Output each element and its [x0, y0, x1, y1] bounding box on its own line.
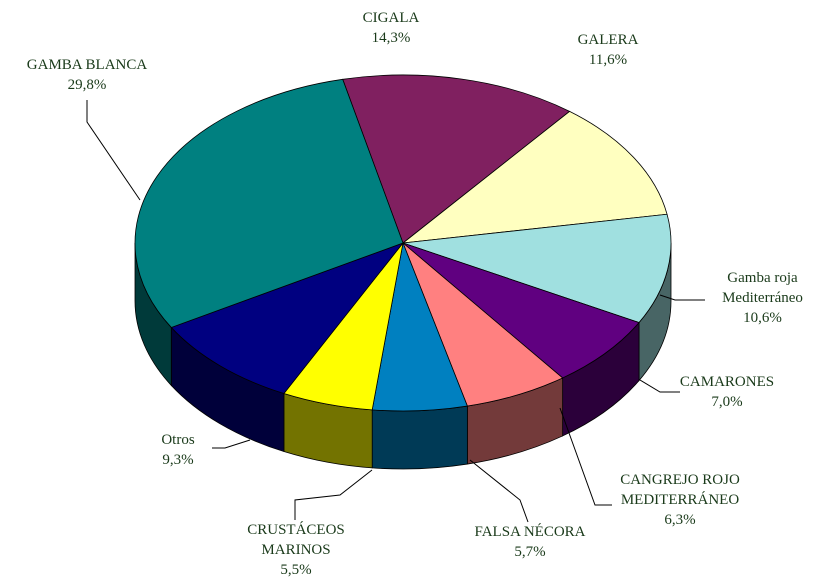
- slice-label: CRUSTÁCEOS MARINOS 5,5%: [236, 520, 356, 580]
- value-label: 5,7%: [514, 544, 546, 560]
- leader-line: [659, 294, 705, 301]
- slice: [342, 74, 571, 244]
- category-label: GALERA: [577, 32, 639, 48]
- leader-line: [212, 439, 251, 449]
- category-label: CANGREJO ROJO MEDITERRÁNEO: [620, 472, 740, 508]
- category-label: Gamba roja Mediterráneo: [722, 270, 803, 306]
- slice: [170, 242, 405, 394]
- value-label: 14,3%: [371, 30, 411, 46]
- category-label: CAMARONES: [679, 374, 775, 390]
- slice: [401, 110, 668, 244]
- category-label: GAMBA BLANCA: [26, 57, 148, 73]
- slice-label: FALSA NÉCORA 5,7%: [455, 522, 605, 562]
- value-label: 6,3%: [664, 512, 696, 528]
- leader-line: [559, 407, 612, 506]
- slice: [402, 242, 640, 379]
- slice-label: CAMARONES 7,0%: [672, 372, 782, 412]
- slice-label: GALERA 11,6%: [553, 30, 663, 70]
- slice: [134, 78, 404, 328]
- value-label: 29,8%: [67, 77, 107, 93]
- leader-line: [639, 379, 680, 393]
- value-label: 9,3%: [162, 452, 194, 468]
- slice-label: GAMBA BLANCA 29,8%: [2, 55, 172, 95]
- slice-side: [371, 405, 468, 470]
- slice-label: Gamba roja Mediterráneo 10,6%: [705, 268, 815, 328]
- slice-label: CANGREJO ROJO MEDITERRÁNEO 6,3%: [590, 470, 770, 530]
- value-label: 10,6%: [743, 310, 782, 326]
- slice-label: Otros 9,3%: [148, 430, 208, 470]
- leader-line: [294, 469, 373, 520]
- value-label: 5,5%: [280, 562, 312, 578]
- leader-line: [86, 100, 141, 201]
- category-label: CRUSTÁCEOS MARINOS: [247, 522, 345, 558]
- value-label: 7,0%: [711, 394, 743, 410]
- value-label: 11,6%: [588, 52, 628, 68]
- leader-line: [469, 459, 529, 523]
- slice: [402, 213, 672, 324]
- category-label: CIGALA: [362, 10, 420, 26]
- category-label: FALSA NÉCORA: [474, 524, 586, 540]
- slice-label: CIGALA 14,3%: [331, 8, 451, 48]
- category-label: Otros: [161, 432, 195, 448]
